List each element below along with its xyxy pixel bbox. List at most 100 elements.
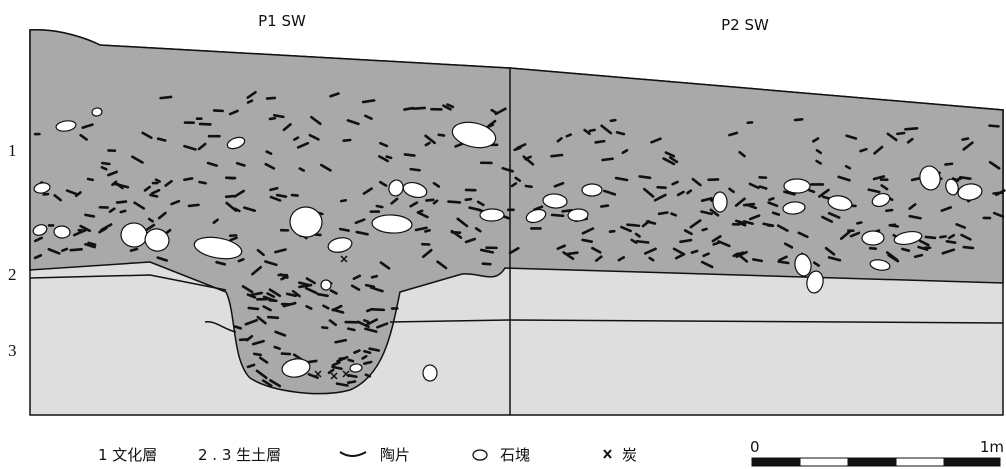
sherd	[992, 191, 1004, 195]
sherd	[421, 248, 433, 259]
sherd	[565, 133, 573, 138]
sherd	[268, 379, 282, 388]
stone-icon	[472, 449, 488, 461]
sherd	[282, 301, 297, 308]
sherd	[638, 175, 652, 180]
sherd	[159, 95, 173, 100]
sherd	[662, 157, 676, 166]
sherd	[674, 253, 685, 260]
sherd	[350, 284, 361, 291]
sherd	[305, 277, 316, 285]
sherd	[369, 286, 384, 293]
scale-label: 0	[750, 438, 760, 456]
sherd	[150, 188, 161, 195]
sherd	[824, 246, 836, 256]
sherd	[129, 247, 139, 252]
sherd	[476, 200, 485, 207]
sherd	[650, 137, 662, 144]
sherd	[275, 193, 288, 198]
stone	[144, 228, 170, 252]
sherd	[316, 292, 329, 298]
sherd-icon	[339, 451, 367, 457]
sherd	[246, 90, 257, 99]
stone	[827, 195, 853, 211]
sherd	[246, 99, 254, 104]
sherd	[481, 262, 492, 266]
layer-label: 2	[8, 265, 17, 284]
sherd	[656, 185, 667, 190]
sherd	[340, 255, 348, 263]
sherd	[600, 124, 613, 135]
stone	[794, 253, 812, 277]
sherd	[164, 179, 173, 187]
sherd	[347, 358, 355, 363]
sherd	[84, 242, 96, 249]
sherd	[229, 236, 238, 242]
stone	[193, 236, 243, 260]
sherd	[609, 118, 617, 123]
sherd	[282, 123, 292, 132]
layer-label: 3	[8, 341, 17, 360]
sherd	[266, 315, 280, 320]
sherd	[474, 227, 482, 233]
sherd	[738, 150, 746, 158]
stone	[422, 364, 438, 382]
sherd	[561, 208, 573, 213]
sherd	[241, 285, 254, 294]
sherd	[617, 256, 625, 262]
sherd	[274, 248, 287, 254]
sherd	[988, 160, 1001, 170]
stone	[320, 279, 332, 291]
sherd	[390, 197, 399, 205]
sherd	[363, 319, 370, 324]
stone	[91, 107, 103, 117]
sherd	[364, 327, 378, 333]
sherd	[334, 338, 348, 344]
sherd	[84, 213, 96, 218]
sherd	[603, 189, 617, 196]
sherd	[432, 181, 441, 188]
stone	[281, 358, 311, 378]
sherd	[198, 180, 207, 185]
sherd	[143, 185, 152, 192]
sherd	[510, 182, 518, 188]
sherd	[827, 256, 842, 262]
sherd	[141, 131, 153, 140]
sherd	[709, 208, 720, 217]
sherd	[424, 141, 431, 147]
sherd	[72, 229, 87, 237]
sherd	[298, 167, 306, 172]
sherd	[690, 249, 699, 254]
finds	[32, 90, 1006, 388]
sherd	[425, 198, 435, 202]
sherd	[737, 221, 747, 227]
sherd	[867, 188, 881, 194]
sherd	[365, 318, 379, 326]
sherd	[86, 177, 95, 182]
sherd	[955, 223, 966, 229]
sherd	[446, 103, 455, 109]
sherd	[352, 274, 362, 281]
sherd	[793, 118, 804, 122]
sherd	[712, 241, 722, 246]
sherd	[939, 235, 947, 239]
sherd	[837, 175, 851, 182]
sherd	[735, 250, 748, 259]
sherd	[888, 223, 897, 227]
sherd	[456, 217, 469, 228]
sherd	[700, 260, 714, 269]
sherd	[821, 215, 834, 223]
sherd	[815, 159, 822, 165]
sherd	[910, 177, 921, 182]
sherd	[594, 139, 606, 144]
profile-title: P1 SW	[258, 12, 306, 30]
sherd	[338, 356, 347, 361]
sherd	[269, 186, 279, 192]
sherd	[777, 260, 790, 265]
sherd	[100, 161, 111, 166]
sherd	[880, 184, 889, 191]
stone	[371, 214, 413, 234]
sherd	[346, 380, 357, 384]
sherd	[206, 161, 218, 167]
sherd	[771, 211, 781, 216]
